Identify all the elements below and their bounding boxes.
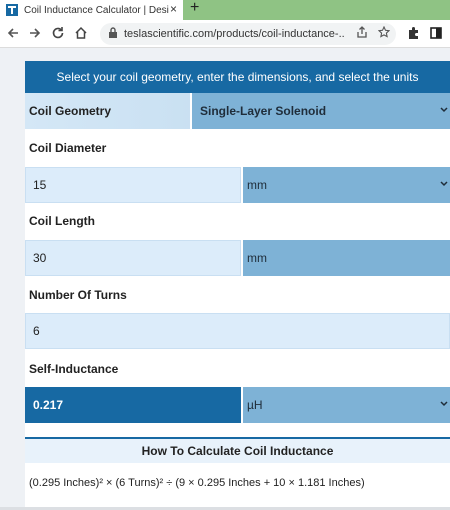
length-input[interactable]: 30 [25, 240, 241, 276]
share-icon[interactable] [356, 26, 368, 41]
site-favicon-icon [6, 4, 18, 16]
page-bottom-edge [0, 507, 450, 510]
calculator-panel: Select your coil geometry, enter the dim… [25, 61, 450, 510]
extensions-puzzle-icon[interactable] [404, 24, 422, 42]
back-icon[interactable] [4, 24, 22, 42]
length-label-row: Coil Length [25, 204, 450, 238]
inductance-unit: µH [247, 398, 263, 412]
address-bar[interactable]: teslascientific.com/products/coil-induct… [100, 23, 396, 45]
inductance-unit-select[interactable]: µH [243, 387, 450, 423]
diameter-unit-select[interactable]: mm [243, 167, 450, 203]
new-tab-button[interactable]: + [190, 0, 200, 16]
side-panel-icon[interactable] [427, 24, 445, 42]
tab-strip: Coil Inductance Calculator | Desi × + [0, 0, 450, 20]
geometry-label: Coil Geometry [29, 104, 112, 118]
turns-label-row: Number Of Turns [25, 278, 450, 312]
page-content: Select your coil geometry, enter the dim… [0, 48, 450, 510]
tab-title: Coil Inductance Calculator | Desi [24, 4, 169, 16]
inductance-formula: (0.295 Inches)² × (6 Turns)² ÷ (9 × 0.29… [29, 477, 365, 489]
chevron-down-icon [440, 181, 448, 187]
diameter-label: Coil Diameter [29, 141, 107, 155]
length-unit: mm [247, 251, 267, 265]
inductance-result: 0.217 [25, 387, 241, 423]
url-text: teslascientific.com/products/coil-induct… [124, 28, 344, 40]
geometry-row: Coil Geometry Single-Layer Solenoid [25, 93, 450, 129]
how-to-heading: How To Calculate Coil Inductance [25, 437, 450, 463]
close-tab-icon[interactable]: × [169, 2, 177, 16]
chevron-down-icon [440, 107, 448, 113]
forward-icon[interactable] [26, 24, 44, 42]
browser-toolbar: teslascientific.com/products/coil-induct… [0, 20, 450, 48]
inductance-label: Self-Inductance [29, 362, 119, 376]
geometry-select[interactable]: Single-Layer Solenoid [190, 93, 450, 129]
reload-icon[interactable] [49, 24, 67, 42]
home-icon[interactable] [72, 24, 90, 42]
chevron-down-icon [440, 401, 448, 407]
diameter-label-row: Coil Diameter [25, 131, 450, 165]
turns-input[interactable]: 6 [25, 313, 450, 349]
turns-label: Number Of Turns [29, 288, 127, 302]
browser-tab[interactable]: Coil Inductance Calculator | Desi × [0, 0, 183, 20]
diameter-input[interactable]: 15 [25, 167, 241, 203]
length-label: Coil Length [29, 214, 95, 228]
calculator-header: Select your coil geometry, enter the dim… [25, 61, 450, 93]
inductance-label-row: Self-Inductance [25, 352, 450, 386]
bookmark-star-icon[interactable] [377, 25, 391, 41]
length-unit-select[interactable]: mm [243, 240, 450, 276]
lock-icon [108, 25, 118, 43]
diameter-unit: mm [247, 178, 267, 192]
geometry-value: Single-Layer Solenoid [200, 104, 327, 118]
